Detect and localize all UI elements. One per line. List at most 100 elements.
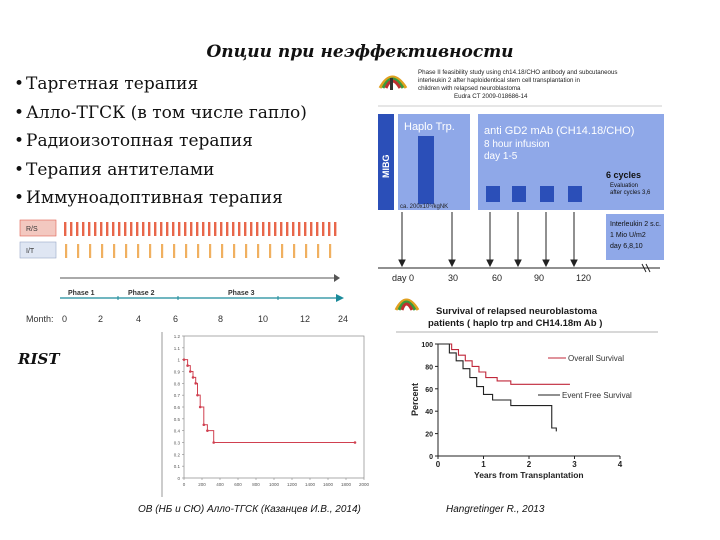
- day-tick-label: day 0: [392, 273, 414, 283]
- survival-chart: Survival of relapsed neuroblastoma patie…: [394, 298, 658, 480]
- timeline-marks: [64, 222, 337, 258]
- citation-left: OB (НБ и СЮ) Алло-ТГСК (Казанцев И.В., 2…: [138, 504, 361, 515]
- study-title-line: Eudra CT 2009-018686-14: [454, 93, 528, 100]
- bullet-list: Таргетная терапия Алло-ТГСК (в том числе…: [14, 70, 307, 213]
- month-tick: 10: [258, 314, 268, 324]
- y-tick-label: 0.7: [174, 393, 181, 398]
- legend-label: Event Free Survival: [562, 391, 632, 400]
- y-tick-label: 40: [425, 409, 433, 416]
- month-tick: 6: [173, 314, 178, 324]
- timeline-rs-mark: [142, 222, 145, 236]
- timeline-it-mark: [197, 244, 200, 258]
- cycle-bar: [486, 186, 500, 202]
- timeline-it-mark: [173, 244, 176, 258]
- month-tick: 12: [300, 314, 310, 324]
- series-line-event-free-survival: [438, 343, 557, 432]
- rist-label: RIST: [18, 350, 60, 368]
- bullet-item: Алло-ТГСК (в том числе гапло): [14, 99, 307, 128]
- day-tick-label: 90: [534, 273, 544, 283]
- y-tick-label: 0.3: [174, 441, 181, 446]
- x-tick-label: 1000: [269, 482, 280, 487]
- interleukin-box: [606, 214, 664, 260]
- cycle-bar: [512, 186, 526, 202]
- legend-label: Overall Survival: [568, 354, 624, 363]
- y-tick-label: 1: [177, 358, 180, 363]
- slide-title: Опции при неэффективности: [206, 42, 514, 62]
- timeline-it-mark: [317, 244, 320, 258]
- study-title-line: Phase II feasibility study using ch14.18…: [418, 69, 618, 76]
- interleukin-line: day 6,8,10: [610, 243, 643, 250]
- timeline-rs-mark: [310, 222, 313, 236]
- timeline-rs-mark: [334, 222, 337, 236]
- plot-frame: [183, 335, 365, 479]
- censor-point: [206, 429, 209, 432]
- timeline-it-mark: [113, 244, 116, 258]
- timeline-rs-mark: [220, 222, 223, 236]
- timeline-it-mark: [281, 244, 284, 258]
- x-tick-label: 1: [481, 460, 486, 469]
- antibody-line: day 1-5: [484, 151, 518, 162]
- timeline-it-mark: [77, 244, 80, 258]
- timeline-rs-mark: [94, 222, 97, 236]
- row-label: I/T: [26, 248, 35, 255]
- y-tick-label: 1.1: [174, 346, 181, 351]
- x-tick-label: 2: [527, 460, 532, 469]
- timeline-rs-mark: [214, 222, 217, 236]
- timeline-rs-mark: [274, 222, 277, 236]
- cycle-bar: [568, 186, 582, 202]
- x-tick-label: 3: [572, 460, 577, 469]
- timeline-rs-mark: [82, 222, 85, 236]
- chart-title-line: patients ( haplo trp and CH14.18m Ab ): [428, 318, 602, 329]
- timeline-it-mark: [269, 244, 272, 258]
- timeline-it-mark: [257, 244, 260, 258]
- timeline-it-mark: [137, 244, 140, 258]
- timeline-it-mark: [233, 244, 236, 258]
- timeline-rs-mark: [304, 222, 307, 236]
- timeline-rs-mark: [262, 222, 265, 236]
- phase-label: Phase 3: [228, 290, 255, 297]
- y-tick-label: 0.5: [174, 417, 181, 422]
- month-tick: 0: [62, 314, 67, 324]
- timeline-rs-mark: [256, 222, 259, 236]
- bullet-item: Таргетная терапия: [14, 70, 307, 99]
- timeline-rs-mark: [244, 222, 247, 236]
- x-axis: 0 200 400 600 800 1000 1200 1400 1600 1800 2000: [183, 478, 370, 487]
- y-tick-label: 0.9: [174, 370, 181, 375]
- timeline-rs-mark: [106, 222, 109, 236]
- censor-point: [189, 370, 192, 373]
- haplo-label: Haplo Trp.: [404, 121, 455, 133]
- x-tick-label: 1200: [287, 482, 298, 487]
- mibg-box: [378, 114, 394, 210]
- timeline-rs-mark: [154, 222, 157, 236]
- timeline-rs-mark: [148, 222, 151, 236]
- y-tick-label: 0.6: [174, 405, 181, 410]
- censor-point: [198, 405, 202, 409]
- evaluation-line: Evaluation: [610, 183, 638, 189]
- y-tick-label: 20: [425, 432, 433, 439]
- interleukin-line: 1 Mio U/m2: [610, 232, 646, 239]
- timeline-it-mark: [101, 244, 104, 258]
- timeline-rs-mark: [298, 222, 301, 236]
- month-tick: 2: [98, 314, 103, 324]
- phase-label: Phase 1: [68, 290, 95, 297]
- series-layer: [438, 343, 570, 432]
- x-tick-label: 1400: [305, 482, 316, 487]
- timeline-rs-mark: [280, 222, 283, 236]
- y-axis: 0 0.1 0.2 0.3 0.4 0.5 0.6 0.7 0.8 0.9 1 1.1 1.2: [174, 334, 184, 481]
- timeline-rs-mark: [196, 222, 199, 236]
- timeline-rs-mark: [64, 222, 67, 236]
- study-title-line: children with relapsed neuroblastoma: [418, 85, 521, 92]
- censor-point: [212, 441, 215, 444]
- timeline-it-mark: [209, 244, 212, 258]
- bullet-item: Радиоизотопная терапия: [14, 127, 307, 156]
- haplo-dose: ca. 200x10⁶/kgNK: [400, 203, 448, 210]
- timeline-rs-mark: [100, 222, 103, 236]
- mibg-label: MIBG: [381, 155, 391, 179]
- timeline-it-mark: [185, 244, 188, 258]
- row-label-box: [19, 219, 57, 237]
- month-tick: 24: [338, 314, 348, 324]
- clinic-logo-icon: [394, 298, 420, 311]
- series-line: [184, 359, 355, 443]
- censor-point: [194, 382, 197, 385]
- y-tick-label: 60: [425, 387, 433, 394]
